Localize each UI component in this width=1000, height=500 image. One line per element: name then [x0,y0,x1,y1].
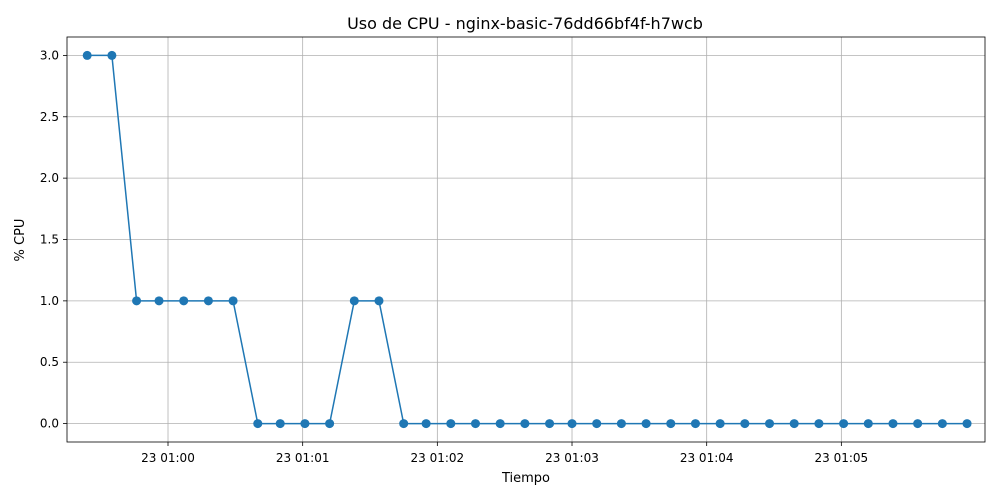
cpu-data-point [107,50,117,60]
axis-ticks: 23 01:00 23 01:01 23 01:02 23 01:03 23 01:04… [40,48,868,465]
y-tick-label: 2.0 [40,171,59,185]
cpu-data-point [592,419,602,429]
cpu-data-point [690,419,700,429]
cpu-data-point [203,296,213,306]
cpu-data-point [666,419,676,429]
cpu-data-point [789,419,799,429]
x-tick-label: 23 01:01 [276,451,330,465]
y-tick-label: 0.0 [40,417,59,431]
cpu-data-point [814,419,824,429]
y-tick-label: 0.5 [40,355,59,369]
x-tick-label: 23 01:03 [545,451,599,465]
cpu-data-point [913,419,923,429]
cpu-data-point [641,419,651,429]
cpu-data-point [863,419,873,429]
cpu-data-point [300,419,310,429]
cpu-data-point [937,419,947,429]
cpu-data-point [446,419,456,429]
cpu-data-point [374,296,384,306]
cpu-data-point [888,419,898,429]
cpu-data-point [154,296,164,306]
cpu-data-point [962,419,972,429]
cpu-data-point [349,296,359,306]
cpu-data-point [470,419,480,429]
y-tick-label: 1.5 [40,233,59,247]
cpu-data-point [765,419,775,429]
cpu-data-point [839,419,849,429]
cpu-data-point [520,419,530,429]
grid [67,37,985,442]
x-tick-label: 23 01:04 [680,451,734,465]
x-tick-label: 23 01:00 [141,451,195,465]
cpu-data-point [495,419,505,429]
x-tick-label: 23 01:02 [411,451,465,465]
cpu-data-point [275,419,285,429]
cpu-data-point [253,419,263,429]
x-axis-label: Tiempo [501,471,550,486]
y-tick-label: 3.0 [40,48,59,62]
cpu-data-point [715,419,725,429]
cpu-data-point [545,419,555,429]
y-tick-label: 1.0 [40,294,59,308]
cpu-data-point [82,50,92,60]
series-layer [82,50,972,429]
cpu-data-point [132,296,142,306]
y-axis-label: % CPU [13,219,28,262]
cpu-data-point [228,296,238,306]
cpu-data-point [399,419,409,429]
cpu-data-point [740,419,750,429]
cpu-data-point [567,419,577,429]
cpu-data-point [616,419,626,429]
y-tick-label: 2.5 [40,110,59,124]
cpu-data-point [325,419,335,429]
cpu-data-point [421,419,431,429]
x-tick-label: 23 01:05 [815,451,869,465]
cpu-data-point [179,296,189,306]
chart-title: Uso de CPU - nginx-basic-76dd66bf4f-h7wc… [347,14,703,33]
